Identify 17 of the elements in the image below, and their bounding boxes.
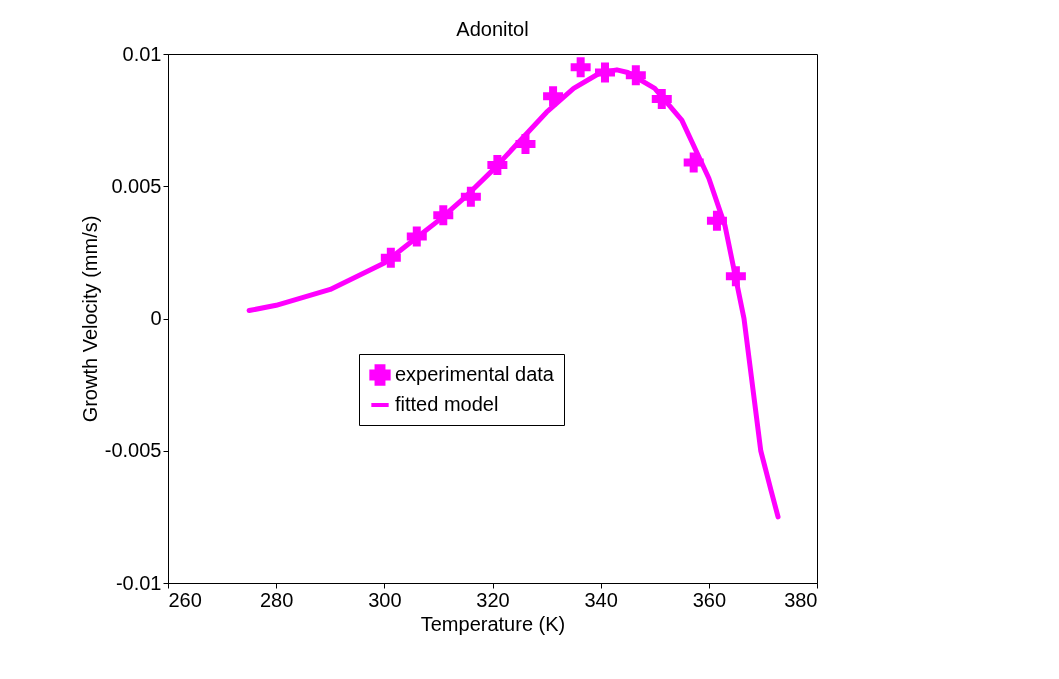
x-tick-label: 340 — [584, 588, 618, 611]
legend-label: fitted model — [395, 393, 499, 415]
x-tick-label: 260 — [168, 588, 202, 611]
y-tick-label: 0.01 — [122, 42, 162, 65]
x-tick-label: 380 — [784, 588, 818, 611]
x-tick-label: 280 — [259, 588, 294, 611]
y-tick-label: -0.01 — [115, 571, 162, 594]
x-tick-label: 300 — [368, 588, 402, 611]
x-axis-title: Temperature (K) — [420, 612, 566, 635]
y-axis-title: Growth Velocity (mm/s) — [78, 215, 101, 423]
x-tick-label: 320 — [476, 588, 510, 611]
x-tick-label: 360 — [692, 588, 727, 611]
y-tick-label: 0.005 — [111, 174, 162, 197]
chart-title: Adonitol — [456, 18, 529, 40]
legend-label: experimental data — [395, 363, 555, 385]
y-tick-label: 0 — [150, 307, 162, 329]
y-tick-label: -0.005 — [104, 439, 162, 462]
